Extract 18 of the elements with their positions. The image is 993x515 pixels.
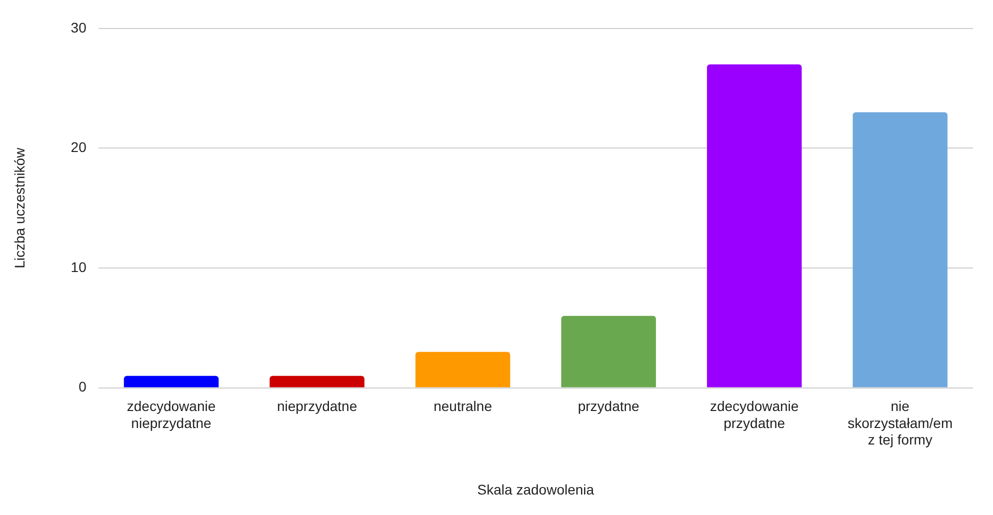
y-tick-label: 20 [70, 139, 87, 156]
y-axis-title: Liczba uczestników [11, 146, 28, 268]
x-tick-label: nieprzydatne [276, 398, 358, 414]
bar [561, 316, 656, 388]
bar [415, 352, 510, 388]
x-tick-label: przydatne [578, 398, 640, 414]
y-tick-label: 0 [78, 378, 87, 395]
bar [852, 112, 948, 388]
x-tick-label: neutralne [434, 398, 492, 414]
bar [706, 64, 802, 388]
bar [270, 376, 364, 388]
x-tick-label: zdecydowanie nieprzydatne [126, 398, 216, 431]
y-tick-label: 30 [70, 19, 87, 36]
x-tick-label: nie skorzystałam/em z tej formy [848, 398, 953, 448]
bar [124, 376, 219, 388]
y-tick-label: 10 [70, 258, 87, 275]
x-axis-title: Skala zadowolenia [477, 481, 594, 498]
x-tick-label: zdecydowanie przydatne [710, 398, 799, 431]
